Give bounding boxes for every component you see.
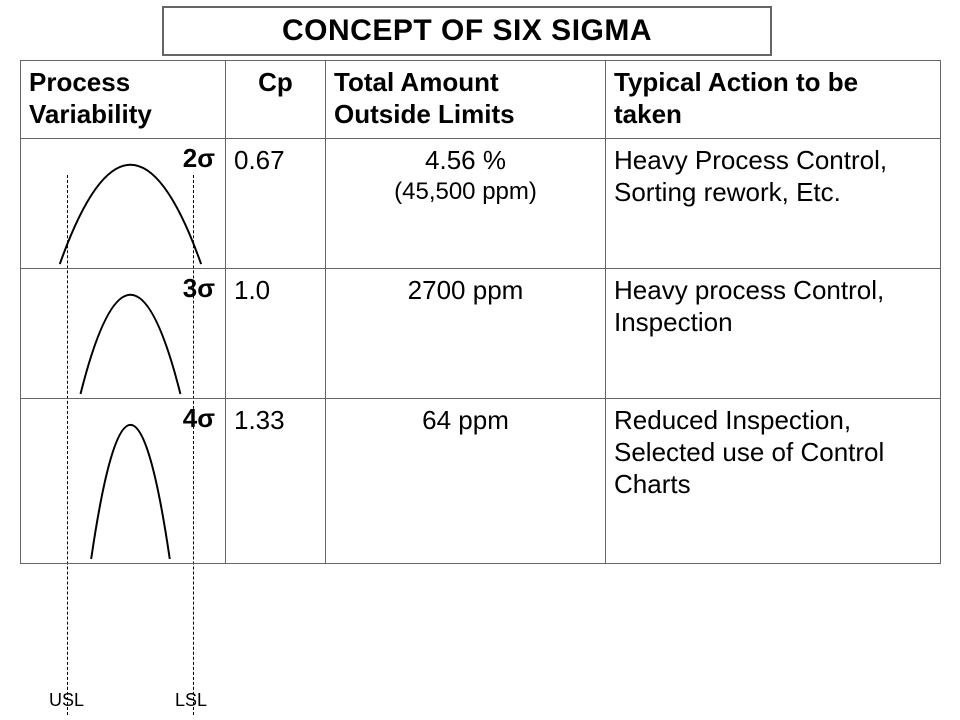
table-row: 3σ 1.0 2700 ppm Heavy process Control, I… <box>21 269 941 399</box>
sigma-cell: 4σ <box>21 399 226 564</box>
header-outside-limits: Total Amount Outside Limits <box>326 61 606 139</box>
cp-value: 0.67 <box>226 139 326 269</box>
six-sigma-table: Process Variability Cp Total Amount Outs… <box>20 60 940 564</box>
table: Process Variability Cp Total Amount Outs… <box>20 60 941 564</box>
out-main: 4.56 % <box>334 145 597 177</box>
outside-limits-value: 64 ppm <box>326 399 606 564</box>
outside-limits-value: 2700 ppm <box>326 269 606 399</box>
out-sub: (45,500 ppm) <box>334 177 597 206</box>
lsl-label: LSL <box>175 690 207 711</box>
action-value: Heavy process Control, Inspection <box>606 269 941 399</box>
cp-value: 1.0 <box>226 269 326 399</box>
header-out-line1: Total Amount <box>334 67 499 97</box>
header-out-line2: Outside Limits <box>334 99 515 129</box>
action-line1: Reduced Inspection, <box>614 405 932 437</box>
header-process-variability: Process Variability <box>21 61 226 139</box>
action-value: Reduced Inspection, Selected use of Cont… <box>606 399 941 564</box>
action-line1: Heavy Process Control, Sorting rework, E… <box>614 145 932 208</box>
sigma-cell: 3σ <box>21 269 226 399</box>
out-main: 64 ppm <box>334 405 597 437</box>
outside-limits-value: 4.56 % (45,500 ppm) <box>326 139 606 269</box>
action-line1: Heavy process Control, Inspection <box>614 275 932 338</box>
sigma-label: 2σ <box>183 143 215 175</box>
usl-label: USL <box>49 690 84 711</box>
title-box: CONCEPT OF SIX SIGMA <box>162 6 772 56</box>
sigma-cell: 2σ <box>21 139 226 269</box>
header-cp: Cp <box>226 61 326 139</box>
table-row: 2σ 0.67 4.56 % (45,500 ppm) Heavy Proces… <box>21 139 941 269</box>
cp-value: 1.33 <box>226 399 326 564</box>
header-action: Typical Action to be taken <box>606 61 941 139</box>
sigma-label: 3σ <box>183 273 215 305</box>
table-header-row: Process Variability Cp Total Amount Outs… <box>21 61 941 139</box>
action-value: Heavy Process Control, Sorting rework, E… <box>606 139 941 269</box>
out-main: 2700 ppm <box>334 275 597 307</box>
table-row: 4σ 1.33 64 ppm Reduced Inspection, Selec… <box>21 399 941 564</box>
page-title: CONCEPT OF SIX SIGMA <box>282 14 652 48</box>
sigma-label: 4σ <box>183 403 215 435</box>
action-line2: Selected use of Control Charts <box>614 437 932 500</box>
